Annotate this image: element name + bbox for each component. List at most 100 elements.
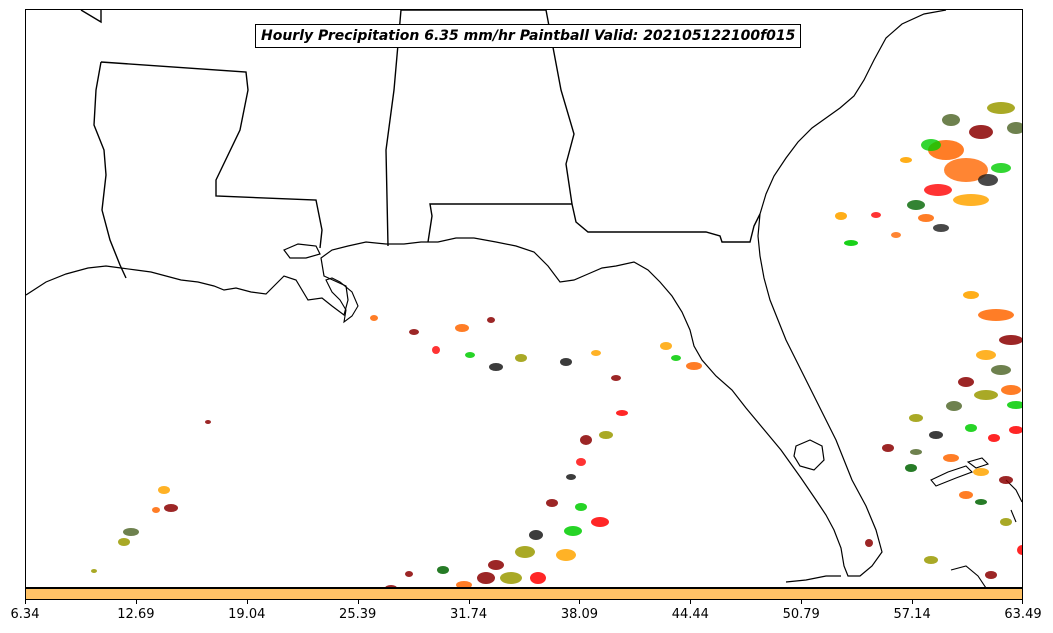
paintball [591,350,601,356]
colorbar-tick-label: 31.74 [449,607,488,622]
paintball [969,125,993,139]
paintball [1007,401,1022,409]
paintball [975,499,987,505]
colorbar-tick-label: 57.14 [893,607,931,622]
coastline [26,10,947,577]
paintball [865,539,873,547]
paintball [907,200,925,210]
paintball [405,571,413,577]
colorbar [25,588,1023,600]
paintball [943,454,959,462]
paintball [576,458,586,466]
colorbar-tick [690,600,692,604]
map-canvas [26,10,1022,587]
paintball [671,355,681,361]
paintball [515,354,527,362]
paintball [530,572,546,584]
colorbar-tick [135,600,137,604]
bahamas-islands [930,457,1022,587]
paintball [905,464,917,472]
paintball [999,476,1013,484]
paintball [882,444,894,452]
map-title: Hourly Precipitation 6.35 mm/hr Paintbal… [255,24,802,48]
paintball [515,546,535,558]
paintball [456,581,472,587]
paintball [974,390,998,400]
paintball [500,572,522,584]
paintball [556,549,576,561]
paintball [487,317,495,323]
paintball [91,569,97,573]
paintball [959,491,973,499]
lake-okeechobee [793,439,825,471]
colorbar-tick-label: 63.49 [1004,607,1042,622]
paintball [973,468,989,476]
paintball [1001,385,1021,395]
colorbar-tick-label: 19.04 [228,607,266,622]
paintball [489,363,503,371]
paintball [844,240,858,246]
paintball [529,530,543,540]
paintball [924,184,952,196]
paintball [988,434,1000,442]
mississippi-delta [325,277,359,324]
colorbar-tick [1022,600,1023,604]
colorbar-tick [468,600,470,604]
paintball [465,352,475,358]
paintball [991,365,1011,375]
paintball [564,526,582,536]
paintball [1009,426,1022,434]
paintball [616,410,628,416]
colorbar-tick [25,600,26,604]
colorbar-tick-label: 6.34 [10,607,40,622]
paintball [978,174,998,186]
colorbar-tick [357,600,359,604]
paintball [933,224,949,232]
paintball [432,346,440,354]
paintball [455,324,469,332]
paintball [575,503,587,511]
state-boundaries [80,10,761,279]
paintball [123,528,139,536]
paintball [965,424,977,432]
colorbar-tick [246,600,248,604]
paintball [158,486,170,494]
paintball [580,435,592,445]
paintball [976,350,996,360]
lake-pontchartrain [283,243,321,259]
paintball [891,232,901,238]
paintball [918,214,934,222]
colorbar-tick-label: 25.39 [339,607,377,622]
colorbar-tick [801,600,803,604]
paintball [488,560,504,570]
colorbar-ticks: 6.34 12.69 19.04 25.39 31.74 38.09 44.44 50.79 5… [11,600,1042,630]
paintball [999,335,1022,345]
paintball [591,517,609,527]
paintball [437,566,449,574]
paintball [910,449,922,455]
paintball [929,431,943,439]
paintball [152,507,160,513]
paintball [871,212,881,218]
paintball [660,342,672,350]
colorbar-tick [912,600,914,604]
paintball [963,291,979,299]
paintball [118,538,130,546]
paintball [942,114,960,126]
paintball [835,212,847,220]
paintball [686,362,702,370]
paintball [900,157,912,163]
paintball [560,358,572,366]
colorbar-tick-label: 12.69 [117,607,155,622]
paintball [205,420,211,424]
map-panel: Hourly Precipitation 6.35 mm/hr Paintbal… [25,9,1023,588]
paintball [1000,518,1012,526]
paintball [409,329,419,335]
paintball [958,377,974,387]
paintball [987,102,1015,114]
paintball [385,585,397,587]
colorbar-tick-label: 44.44 [671,607,709,622]
paintball [566,474,576,480]
paintball [599,431,613,439]
paintball [909,414,923,422]
